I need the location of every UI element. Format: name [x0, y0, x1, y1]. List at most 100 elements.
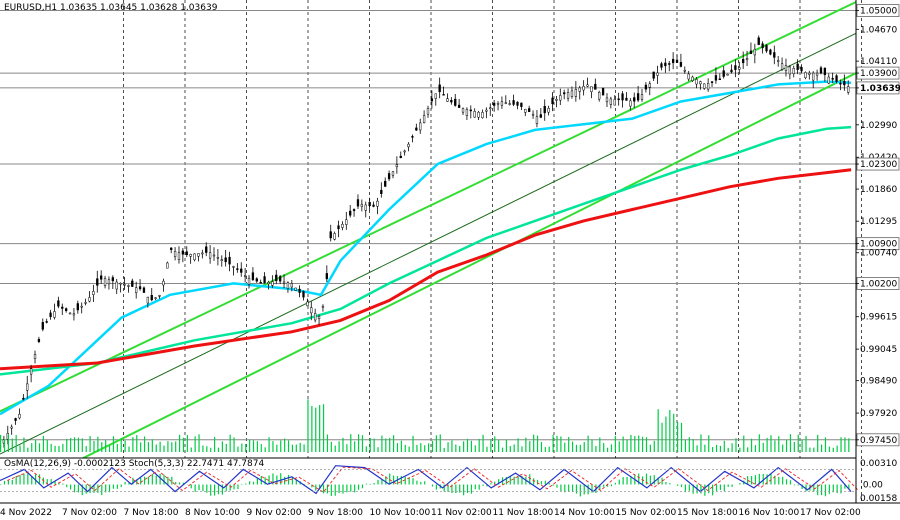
volume-bar [599, 437, 601, 452]
volume-bar [474, 445, 476, 452]
volume-bar [334, 445, 336, 452]
candle-body [504, 102, 507, 104]
candle-body [485, 109, 488, 112]
osma-bar [443, 484, 445, 492]
osma-bar [494, 481, 496, 485]
osma-bar [392, 475, 395, 485]
candle-body [376, 200, 379, 207]
osma-bar [645, 473, 648, 485]
candle-body [710, 81, 714, 83]
candle-body [489, 107, 492, 110]
osma-bar [346, 484, 348, 493]
volume-bar [140, 442, 142, 452]
osma-bar [459, 484, 461, 493]
osma-bar [665, 482, 667, 485]
candle-body [539, 114, 542, 118]
volume-bar [354, 441, 356, 452]
volume-bar [303, 444, 305, 452]
candle-body [240, 268, 243, 273]
osma-bar [416, 480, 418, 485]
candle-body [294, 287, 297, 291]
candle-body [271, 281, 274, 286]
osma-bar [322, 484, 325, 494]
series-ma-fast [0, 80, 852, 416]
osma-bar [54, 481, 56, 485]
candle-body [738, 67, 741, 70]
candle-body [609, 98, 613, 105]
osma-bar [420, 481, 422, 485]
volume-bar [653, 440, 655, 452]
volume-bar [350, 434, 352, 452]
candle-body [496, 102, 500, 105]
volume-bar [482, 434, 484, 452]
osma-bar [533, 478, 535, 485]
price-tick-label: 1.02300 [860, 160, 897, 170]
osma-bar [575, 484, 578, 494]
candle-body [107, 279, 111, 285]
time-tick-label: 4 Nov 2022 [0, 508, 52, 518]
volume-bar [77, 437, 80, 452]
osma-bar [132, 477, 134, 485]
volume-bar [186, 434, 188, 452]
volume-bar [657, 409, 659, 452]
series-ma-mid [0, 125, 852, 376]
price-tick-label: 1.00740 [860, 249, 897, 259]
volume-bar [124, 440, 126, 452]
volume-bar [396, 443, 399, 452]
osma-bar [603, 484, 605, 487]
candle-body [757, 37, 760, 45]
candle-body [687, 73, 690, 80]
osma-bar [649, 475, 651, 485]
osma-bar [712, 484, 714, 496]
candle-body [286, 282, 290, 289]
volume-bar [642, 436, 644, 452]
volume-bar [789, 434, 792, 452]
osma-bar [365, 483, 367, 485]
candle-body [314, 313, 317, 321]
volume-bar [817, 434, 819, 452]
osma-bar [128, 482, 130, 485]
volume-bar [97, 436, 99, 452]
volume-bar [836, 445, 838, 452]
candle-body [586, 84, 589, 87]
osma-bar [424, 481, 426, 485]
volume-bar [540, 441, 543, 452]
candle-body [368, 202, 371, 206]
osma-bar [474, 484, 476, 490]
candle-body [18, 413, 21, 419]
osma-bar [155, 475, 157, 485]
volume-bar [439, 434, 441, 452]
osma-bar [85, 484, 87, 494]
volume-bar [264, 447, 266, 452]
time-axis: 4 Nov 2022 7 Nov 02:00 7 Nov 18:00 8 Nov 10… [0, 502, 900, 518]
candle-body [839, 82, 842, 85]
candle-body [671, 59, 675, 64]
volume-bar [66, 439, 68, 452]
osma-bar [517, 476, 519, 485]
candle-body [601, 87, 605, 96]
osma-bar [844, 484, 846, 489]
volume-bar [408, 446, 410, 452]
osma-bar [513, 476, 515, 485]
candle-body [96, 278, 99, 286]
candle-body [457, 104, 461, 108]
oscillator-label: OsMA(12,26,9) -0.0002123 Stoch(5,3,3) 22… [4, 459, 264, 469]
candle-body [524, 108, 527, 113]
osma-bar [252, 481, 255, 485]
candle-body [831, 77, 834, 80]
volume-bar [435, 435, 437, 452]
osma-bar [23, 473, 25, 485]
candle-body [356, 199, 360, 207]
osma-bar [112, 484, 115, 489]
candle-body [247, 277, 251, 285]
candle-body [492, 102, 496, 106]
volume-bar [428, 443, 430, 452]
osma-bar [571, 484, 574, 492]
volume-bar [143, 436, 146, 452]
volume-bar [385, 438, 387, 452]
osma-bar [319, 484, 321, 490]
osma-bar [540, 481, 543, 485]
osma-bar [766, 474, 768, 485]
osma-bar [116, 484, 118, 489]
